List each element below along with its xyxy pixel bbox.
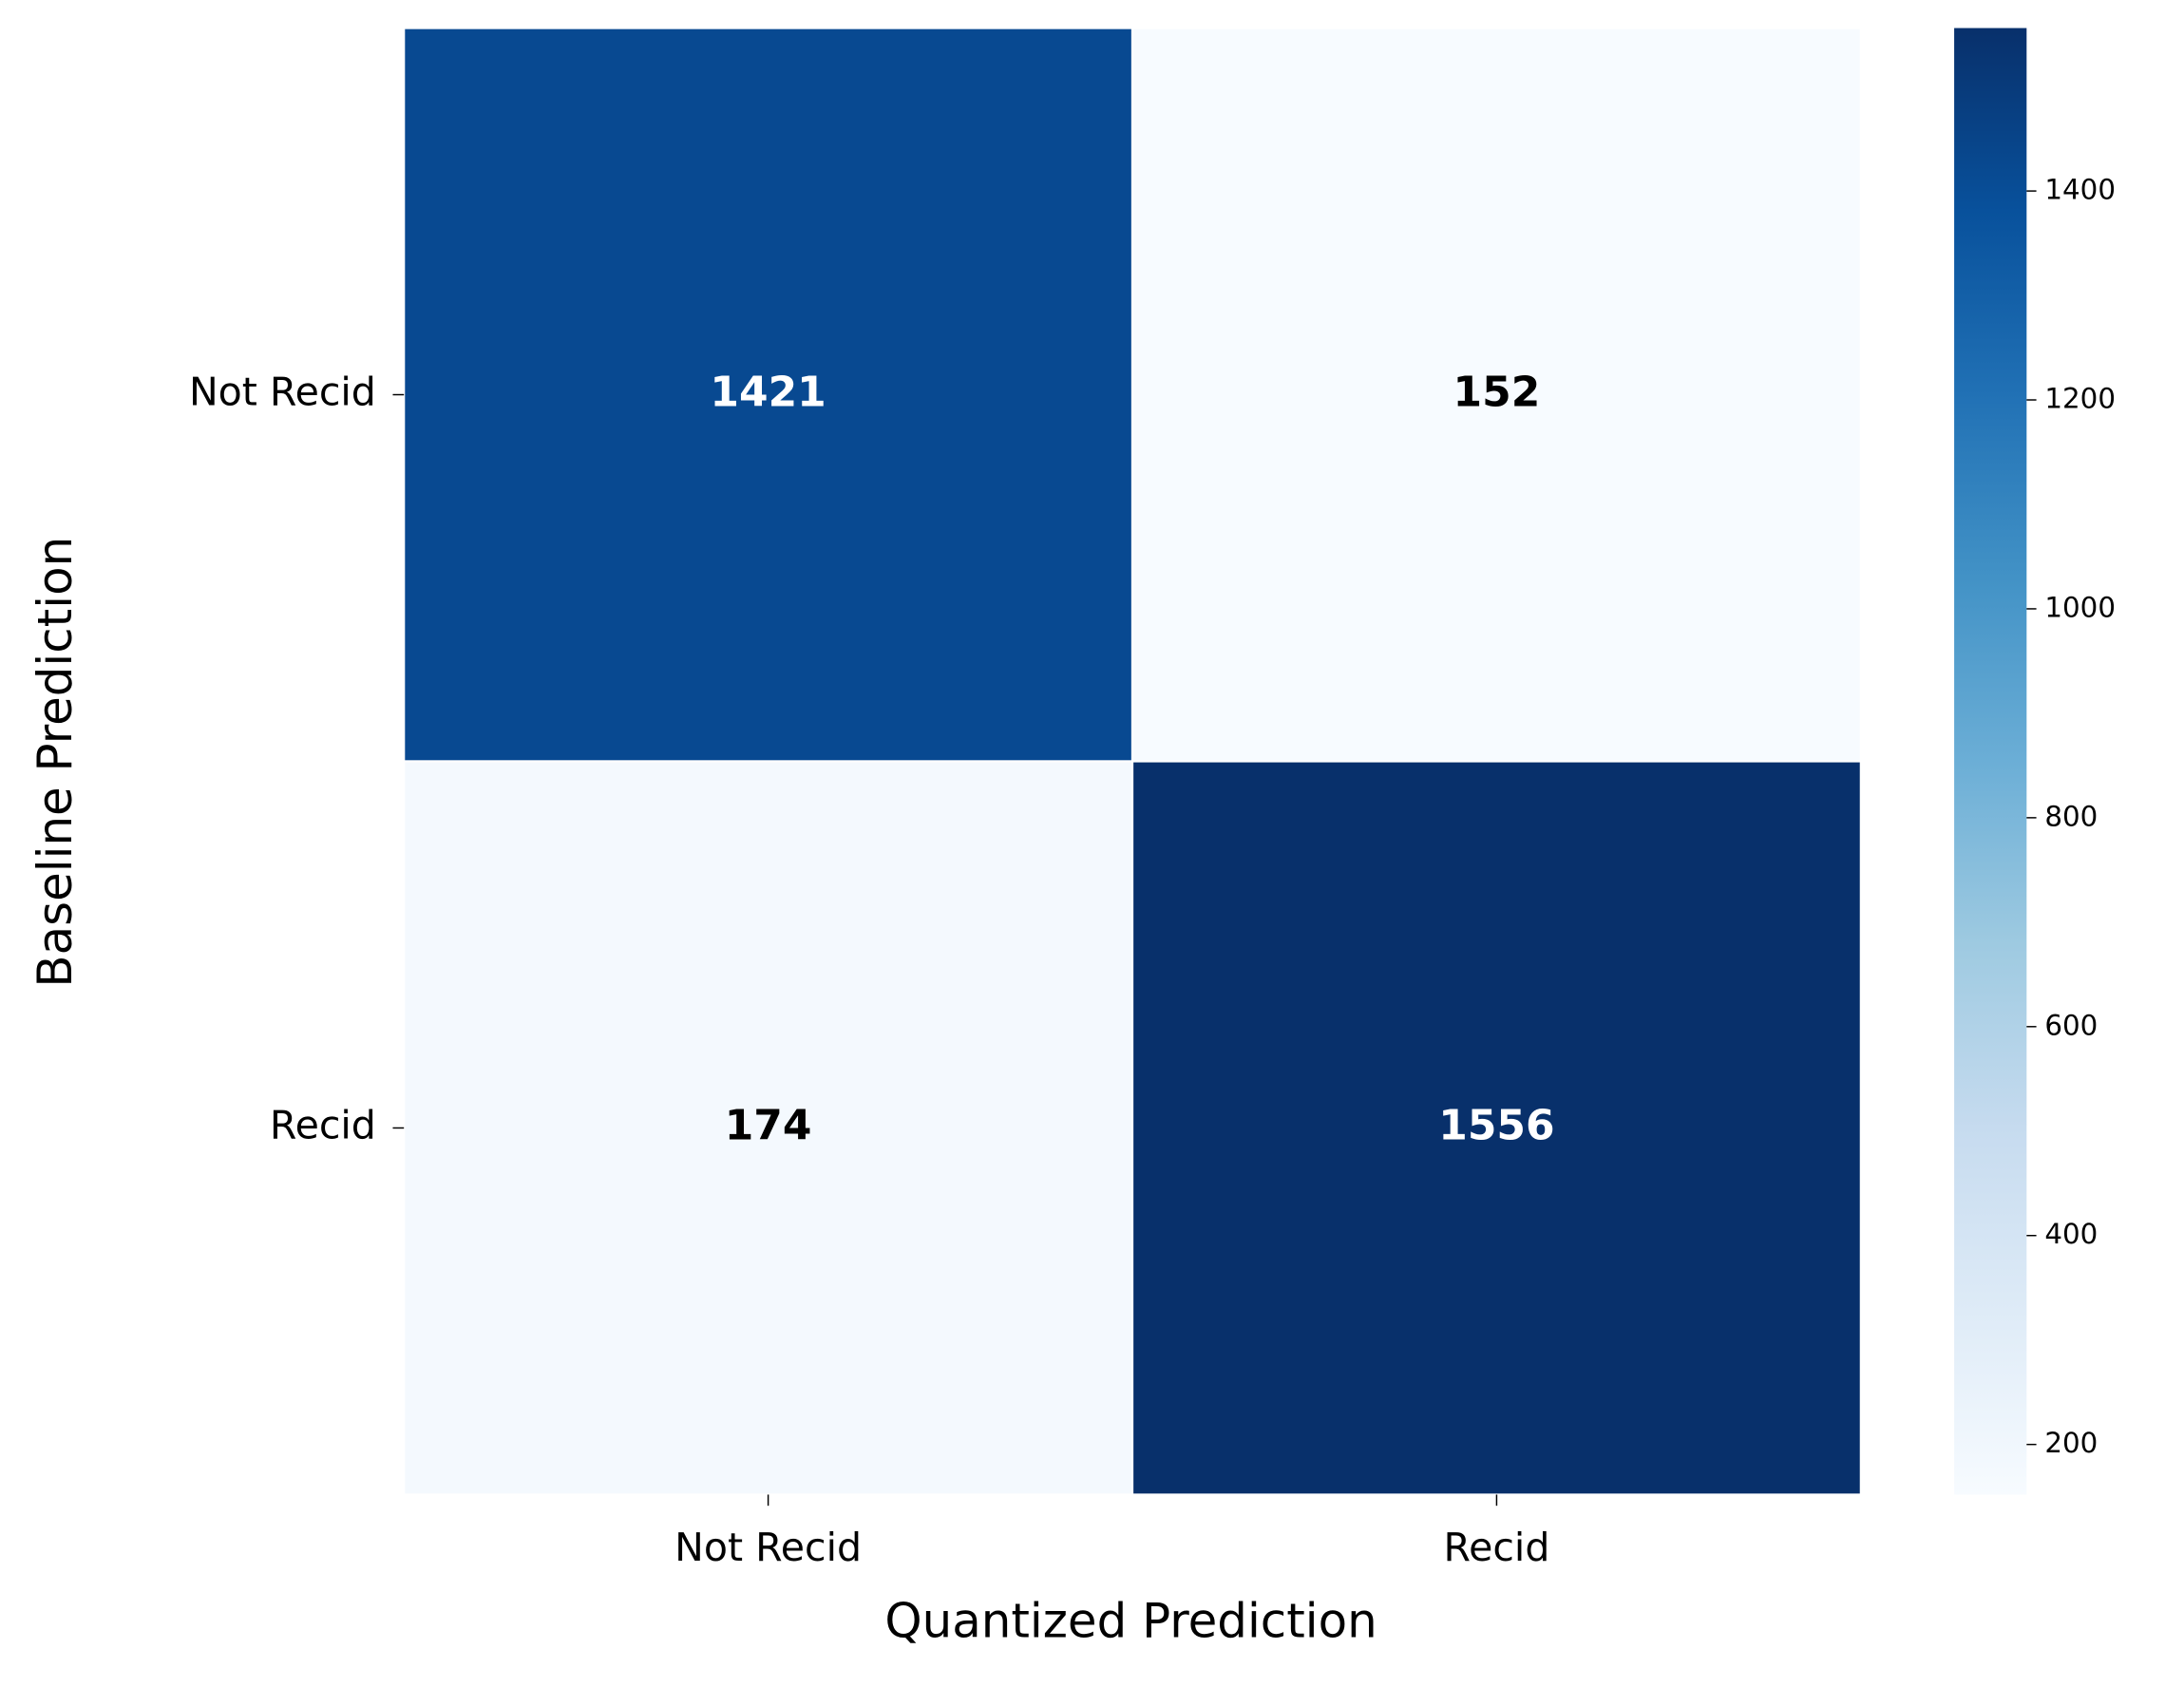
cell-label: 1421 (710, 369, 826, 417)
x-tick-label: Recid (1443, 1525, 1549, 1570)
colorbar-tick-label: 800 (2044, 800, 2098, 832)
x-tick-label: Not Recid (674, 1525, 862, 1570)
colorbar-tick-label: 400 (2044, 1218, 2098, 1250)
cell-label: 174 (725, 1101, 812, 1149)
colorbar-tick-label: 600 (2044, 1009, 2098, 1041)
colorbar-tick-label: 1200 (2044, 383, 2116, 415)
y-tick-label: Not Recid (189, 370, 376, 415)
cell-label: 1556 (1438, 1101, 1554, 1149)
cell-label: 152 (1453, 369, 1541, 417)
heatmap-cell (1130, 27, 1862, 763)
colorbar-tick-label: 200 (2044, 1427, 2098, 1459)
heatmap-cell (403, 27, 1134, 763)
heatmap-cell (403, 760, 1134, 1496)
y-tick-label: Recid (270, 1102, 376, 1147)
y-axis-label: Baseline Prediction (28, 537, 83, 988)
heatmap-cell (1130, 760, 1862, 1496)
colorbar-tick-label: 1400 (2044, 174, 2116, 206)
x-axis-label: Quantized Prediction (884, 1593, 1377, 1648)
colorbar-tick-label: 1000 (2044, 591, 2116, 623)
colorbar (1954, 28, 2027, 1495)
